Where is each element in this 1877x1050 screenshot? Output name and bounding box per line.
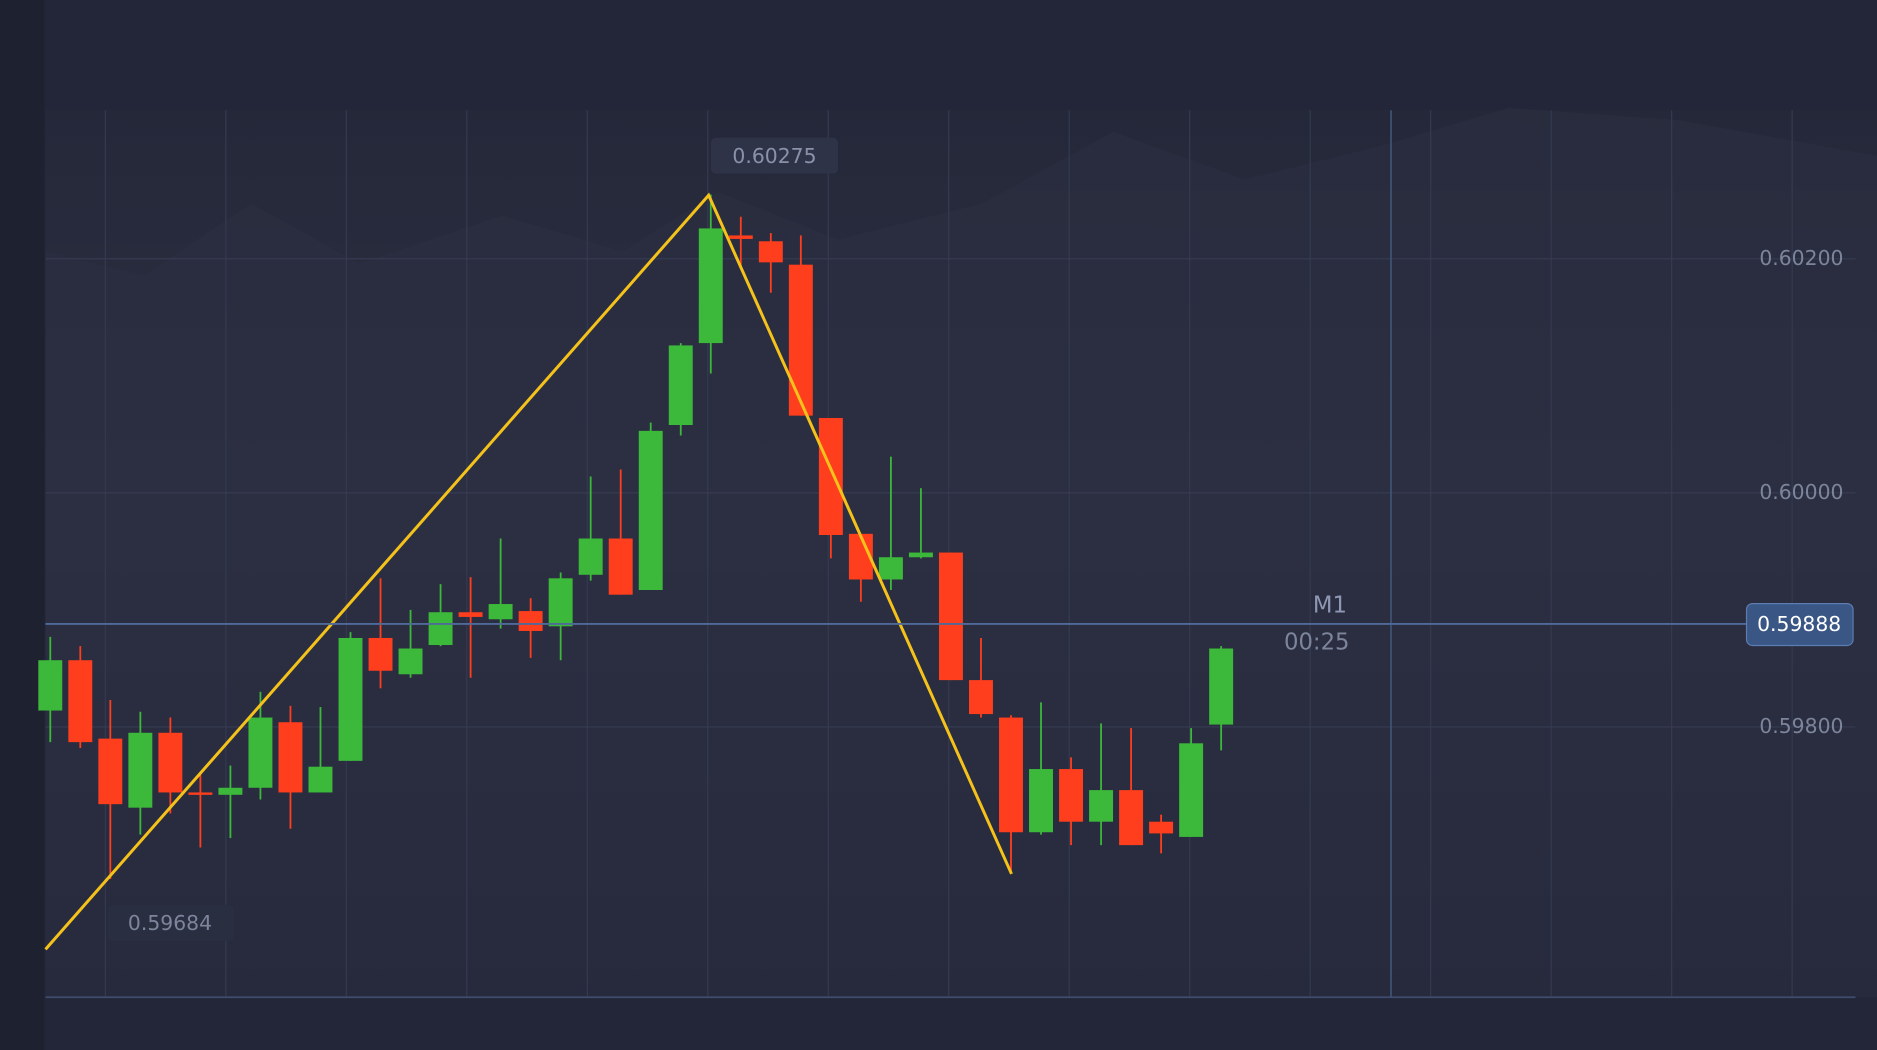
- candle-body: [518, 611, 543, 631]
- zigzag-line: [44, 192, 1013, 951]
- candle-body: [578, 538, 603, 575]
- candle-body: [398, 648, 423, 675]
- candle-body: [999, 717, 1023, 833]
- candle-body: [878, 557, 903, 580]
- left-strip: [0, 0, 45, 1050]
- candle-body: [248, 717, 273, 788]
- candle-body: [938, 552, 963, 681]
- candle-body: [728, 235, 753, 239]
- candle-body: [1119, 790, 1144, 846]
- candle-body: [428, 612, 453, 646]
- timer: 00:25: [1284, 630, 1350, 656]
- candle-body: [278, 722, 303, 793]
- candle-body: [188, 792, 213, 795]
- current-price-label: 0.59888: [1757, 612, 1841, 636]
- candle-body: [308, 766, 333, 793]
- candle-body: [848, 533, 873, 580]
- candle-body: [758, 241, 783, 263]
- candle-body: [158, 732, 183, 793]
- candle-body: [788, 264, 813, 416]
- candle-body: [218, 787, 243, 795]
- candle-body: [818, 417, 843, 536]
- candle-body: [638, 430, 663, 591]
- candle-body: [1149, 821, 1174, 834]
- candle-body: [608, 538, 633, 595]
- candle-body: [1179, 743, 1204, 837]
- candle-body: [698, 228, 723, 344]
- candle-body: [98, 738, 123, 805]
- y-tick-label: 0.60200: [1759, 246, 1843, 270]
- candle-body: [68, 660, 93, 743]
- candle-body: [1209, 648, 1234, 725]
- low-label: 0.59684: [128, 911, 212, 935]
- low-label-box: [107, 905, 234, 941]
- current-price-box: [1745, 602, 1854, 647]
- candle-body: [458, 612, 483, 617]
- candle-body: [1059, 769, 1084, 822]
- candle-body: [368, 637, 393, 671]
- candle-body: [128, 732, 153, 808]
- candle-body: [548, 578, 573, 627]
- candle-body: [1029, 769, 1053, 833]
- candle-body: [38, 660, 63, 711]
- candle-body: [668, 345, 693, 426]
- y-tick-label: 0.59800: [1759, 714, 1843, 738]
- high-label-box: [711, 137, 838, 174]
- candle-body: [338, 637, 363, 761]
- high-label: 0.60275: [732, 144, 816, 168]
- candle-body: [908, 552, 933, 558]
- candle-body: [488, 604, 513, 620]
- candle-body: [969, 680, 993, 715]
- mountain-backdrop: [45, 107, 1877, 998]
- candle-body: [1089, 790, 1114, 822]
- timeframe: M1: [1313, 592, 1347, 618]
- y-tick-label: 0.60000: [1759, 480, 1843, 504]
